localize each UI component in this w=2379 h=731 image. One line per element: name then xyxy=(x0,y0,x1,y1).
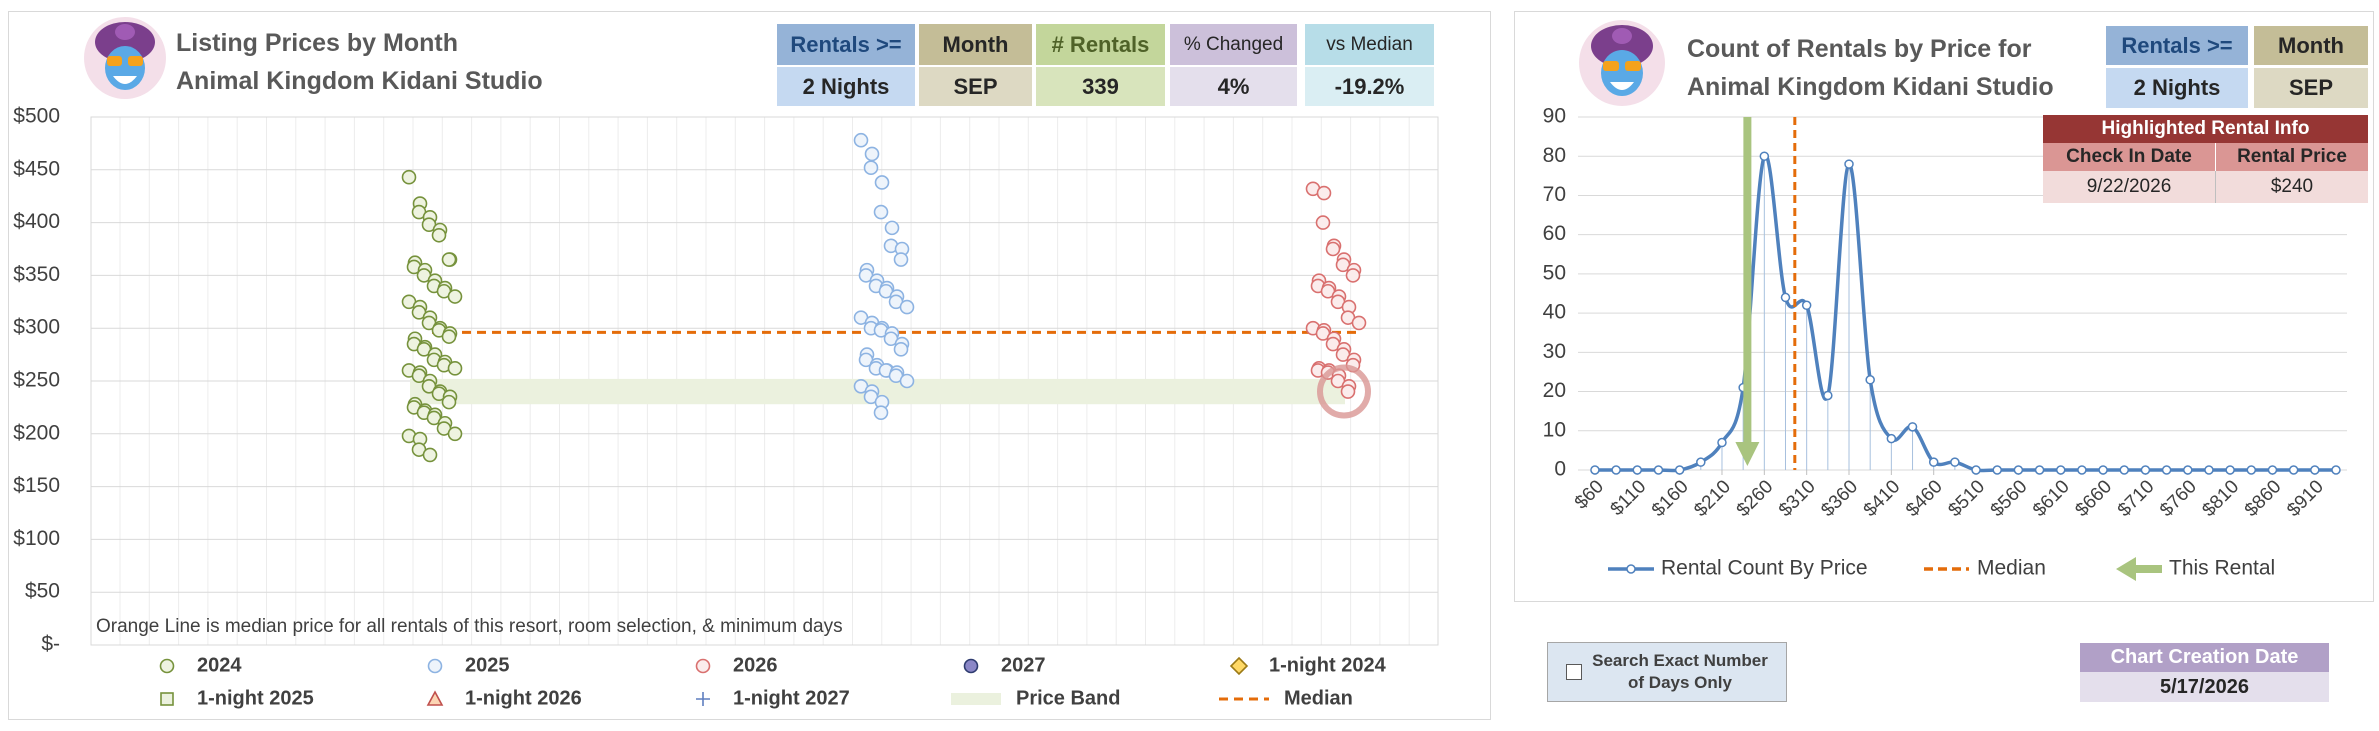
y-tick-label: $100 xyxy=(13,527,60,550)
subtitle: Animal Kingdom Kidani Studio xyxy=(1687,73,2054,101)
legend-marker xyxy=(427,658,443,674)
exact-days-filter[interactable]: Search Exact Number of Days Only xyxy=(1547,642,1787,702)
header-value: 2 Nights xyxy=(2106,68,2248,108)
legend-marker xyxy=(951,693,1001,705)
point xyxy=(1315,215,1331,230)
title: Listing Prices by Month xyxy=(176,29,458,57)
header-value: SEP xyxy=(919,67,1032,106)
price-scatter-chart: $- $50 $100 $150 $200 $250 $300 $350 $400 $450 $50… xyxy=(13,105,1439,709)
y-tick-label: $400 xyxy=(13,210,60,233)
legend-label: 2026 xyxy=(733,654,778,676)
point xyxy=(441,394,457,410)
legend-label: 2025 xyxy=(465,654,510,676)
legend-label: 2024 xyxy=(197,654,242,676)
header-value: 4% xyxy=(1170,67,1297,106)
y-tick-label: $50 xyxy=(25,580,60,603)
highlight-title: Highlighted Rental Info xyxy=(2043,115,2368,143)
y-tick-label: $450 xyxy=(13,157,60,180)
legend-label: 1-night 2025 xyxy=(197,687,314,709)
point xyxy=(422,447,438,463)
right-title: Count of Rentals by Price for Animal Kin… xyxy=(1687,30,2054,106)
highlight-value: 9/22/2026 xyxy=(2043,171,2216,203)
y-tick-label: $300 xyxy=(13,316,60,339)
creation-label: Chart Creation Date xyxy=(2080,643,2329,672)
y-tick-label: $250 xyxy=(13,369,60,392)
header-label: % Changed xyxy=(1170,24,1297,65)
point xyxy=(1316,185,1332,201)
legend-label: 2027 xyxy=(1001,654,1046,676)
point xyxy=(431,227,447,243)
point xyxy=(899,299,915,315)
header-label: # Rentals xyxy=(1036,24,1165,65)
header-value: 2 Nights xyxy=(777,67,915,106)
creation-value: 5/17/2026 xyxy=(2080,672,2329,702)
legend-marker xyxy=(695,658,711,674)
point xyxy=(441,329,457,344)
header-label: Month xyxy=(919,24,1032,65)
y-tick-label: $200 xyxy=(13,421,60,444)
point xyxy=(874,175,890,190)
left-title: Listing Prices by Month Animal Kingdom K… xyxy=(176,24,543,100)
point xyxy=(884,220,900,236)
point xyxy=(1340,384,1356,399)
legend-marker xyxy=(963,658,979,674)
point xyxy=(873,204,889,220)
highlight-ring xyxy=(1317,364,1371,419)
legend-marker xyxy=(426,690,444,706)
legend-marker xyxy=(696,692,710,706)
header-label: Month xyxy=(2254,26,2368,65)
point xyxy=(864,146,880,162)
subtitle: Animal Kingdom Kidani Studio xyxy=(176,67,543,95)
legend-marker xyxy=(160,692,174,706)
highlight-header: Check In Date xyxy=(2043,143,2216,171)
point xyxy=(893,252,909,267)
y-tick-label: $350 xyxy=(13,263,60,286)
y-tick-label: $500 xyxy=(13,105,60,128)
highlight-value: $240 xyxy=(2216,171,2368,203)
header-value: SEP xyxy=(2254,68,2368,108)
legend-marker xyxy=(159,658,175,674)
point xyxy=(1325,241,1341,257)
point xyxy=(447,289,463,304)
header-value: -19.2% xyxy=(1305,67,1434,106)
header-label: Rentals >= xyxy=(2106,26,2248,65)
legend-label: 1-night 2024 xyxy=(1269,654,1387,676)
legend-label: 1-night 2026 xyxy=(465,687,582,709)
filter-label[interactable]: Search Exact Number of Days Only xyxy=(1592,651,1768,692)
legend-marker xyxy=(1229,656,1249,676)
legend-label: Price Band xyxy=(1016,687,1120,709)
header-value: 339 xyxy=(1036,67,1165,106)
point xyxy=(447,361,463,376)
point xyxy=(441,252,457,267)
point xyxy=(863,160,879,175)
annotation: Orange Line is median price for all rent… xyxy=(96,616,843,637)
point xyxy=(1345,268,1361,283)
point xyxy=(873,405,889,420)
point xyxy=(853,132,869,148)
point xyxy=(401,169,417,185)
title: Count of Rentals by Price for xyxy=(1687,35,2032,63)
legend-label: 1-night 2027 xyxy=(733,687,850,709)
checkbox[interactable] xyxy=(1566,664,1582,680)
y-tick-label: $- xyxy=(41,633,60,656)
y-tick-label: $150 xyxy=(13,474,60,497)
point xyxy=(893,342,909,357)
point xyxy=(1351,315,1367,331)
legend-label: Median xyxy=(1284,687,1353,709)
header-label: Rentals >= xyxy=(777,24,915,65)
point xyxy=(899,373,915,389)
header-label: vs Median xyxy=(1305,24,1434,65)
point xyxy=(447,426,463,442)
highlight-header: Rental Price xyxy=(2216,143,2368,171)
